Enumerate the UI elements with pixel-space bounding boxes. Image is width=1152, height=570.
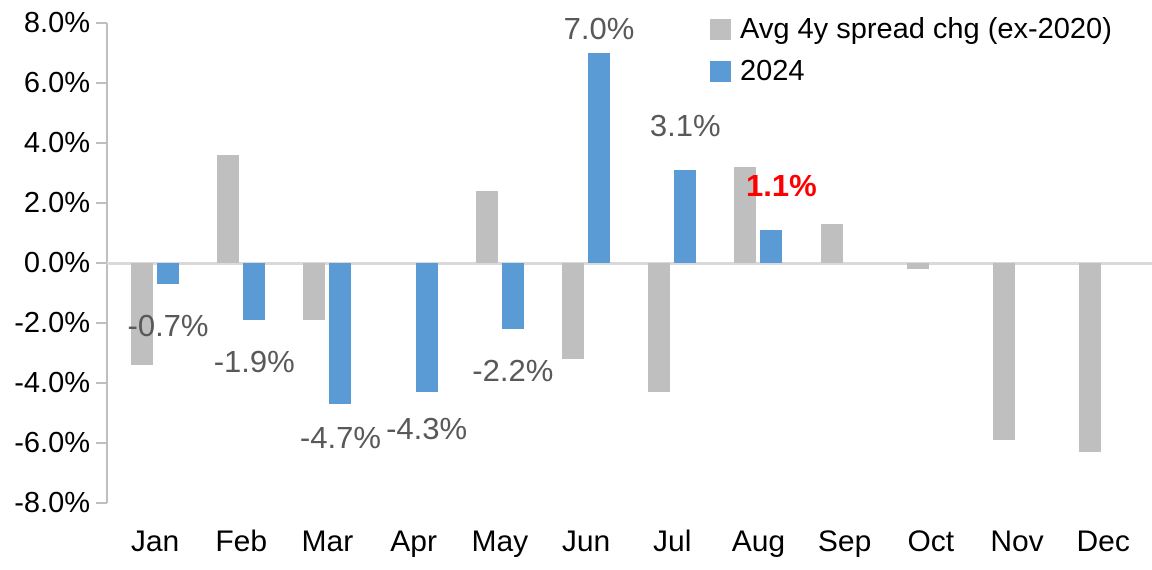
bar-avg-4y [906,263,929,269]
x-tick-label-sep: Sep [817,525,872,558]
y-tick-mark [96,142,107,144]
y-tick-label: 4.0% [23,127,90,159]
x-tick-label-jun: Jun [561,525,611,558]
x-tick-label-nov: Nov [990,525,1044,558]
data-label: -2.2% [472,353,554,388]
x-tick-label-aug: Aug [731,525,786,558]
zero-line [107,262,1152,265]
data-label: -4.3% [386,411,468,446]
y-tick-mark [96,262,107,264]
y-tick-label: 6.0% [23,67,90,99]
y-tick-mark [96,82,107,84]
bar-avg-4y [131,263,153,365]
y-tick-label: -8.0% [14,487,90,519]
bar-avg-4y [303,263,326,320]
legend-label: 2024 [740,54,805,87]
bar-avg-4y [562,263,584,359]
y-tick-mark [96,22,107,24]
bar-avg-4y [475,191,498,263]
y-tick-mark [96,502,107,504]
y-tick-label: 0.0% [23,247,90,279]
x-tick-label-may: May [471,525,529,558]
x-tick-label-mar: Mar [301,525,354,558]
bar-2024 [243,263,266,320]
legend-item-2024: 2024 [710,54,805,88]
y-tick-mark [96,322,107,324]
bar-avg-4y [648,263,671,392]
y-tick-label: -4.0% [14,367,90,399]
bar-2024 [760,230,783,263]
x-tick-label-jul: Jul [653,525,692,558]
x-tick-label-oct: Oct [907,525,955,558]
x-tick-label-jan: Jan [130,525,180,558]
x-tick-label-apr: Apr [390,525,437,558]
legend-swatch-2024 [710,60,731,82]
data-label: 3.1% [649,108,721,143]
data-label: 1.1% [746,168,817,203]
data-label: -4.7% [299,420,381,455]
data-label: -0.7% [127,308,209,343]
legend-item-avg-4y: Avg 4y spread chg (ex-2020) [710,12,1112,46]
y-tick-label: 2.0% [23,187,90,219]
data-label: -1.9% [213,344,295,379]
legend-swatch-avg-4y [710,18,731,40]
x-tick-label-dec: Dec [1076,525,1130,558]
y-tick-mark [96,382,107,384]
data-label: 7.0% [563,11,635,46]
bar-2024 [674,170,697,263]
bar-2024 [157,263,179,284]
y-tick-label: -2.0% [14,307,90,339]
bar-avg-4y [993,263,1015,440]
bar-avg-4y [734,167,757,263]
legend-label: Avg 4y spread chg (ex-2020) [740,12,1112,45]
bar-2024 [329,263,352,404]
y-tick-label: -6.0% [14,427,90,459]
bar-avg-4y [217,155,240,263]
bar-avg-4y [1079,263,1102,452]
bar-2024 [588,53,610,263]
bar-avg-4y [820,224,843,263]
y-tick-label: 8.0% [23,7,90,39]
x-tick-label-feb: Feb [215,525,268,558]
y-tick-mark [96,202,107,204]
bar-2024 [415,263,438,392]
y-tick-mark [96,442,107,444]
bar-2024 [501,263,524,329]
